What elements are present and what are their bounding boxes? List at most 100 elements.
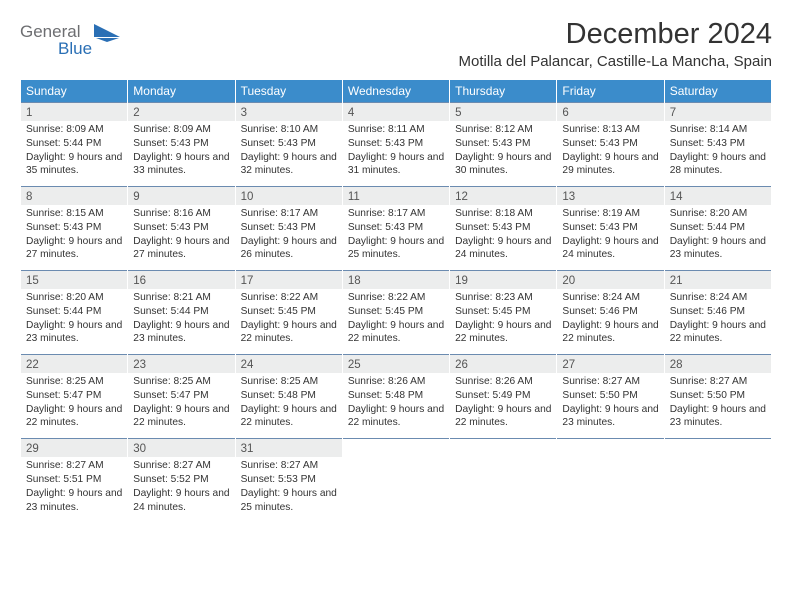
sunset-line: Sunset: 5:48 PM xyxy=(241,389,337,403)
calendar-page: General Blue December 2024 Motilla del P… xyxy=(0,0,792,522)
day-cell: Sunrise: 8:09 AMSunset: 5:44 PMDaylight:… xyxy=(21,121,127,186)
sunrise-line: Sunrise: 8:14 AM xyxy=(670,123,766,137)
empty-daynum xyxy=(665,438,771,457)
sunset-line: Sunset: 5:43 PM xyxy=(348,137,444,151)
sunrise-line: Sunrise: 8:27 AM xyxy=(133,459,229,473)
sunset-line: Sunset: 5:47 PM xyxy=(133,389,229,403)
day-cell: Sunrise: 8:27 AMSunset: 5:51 PMDaylight:… xyxy=(21,457,127,522)
title-block: December 2024 Motilla del Palancar, Cast… xyxy=(459,18,773,70)
weekday-header: Wednesday xyxy=(343,80,449,102)
svg-text:Blue: Blue xyxy=(58,39,92,58)
day-cell: Sunrise: 8:25 AMSunset: 5:48 PMDaylight:… xyxy=(236,373,342,438)
logo: General Blue xyxy=(20,18,130,66)
sunset-line: Sunset: 5:45 PM xyxy=(348,305,444,319)
daylight-line: Daylight: 9 hours and 22 minutes. xyxy=(670,319,766,347)
sunset-line: Sunset: 5:43 PM xyxy=(562,137,658,151)
sunrise-line: Sunrise: 8:11 AM xyxy=(348,123,444,137)
day-number: 15 xyxy=(21,270,127,289)
daybody-row: Sunrise: 8:25 AMSunset: 5:47 PMDaylight:… xyxy=(21,373,771,438)
calendar-header: SundayMondayTuesdayWednesdayThursdayFrid… xyxy=(21,80,771,102)
daylight-line: Daylight: 9 hours and 29 minutes. xyxy=(562,151,658,179)
sunset-line: Sunset: 5:51 PM xyxy=(26,473,122,487)
sunset-line: Sunset: 5:44 PM xyxy=(26,305,122,319)
sunrise-line: Sunrise: 8:09 AM xyxy=(26,123,122,137)
sunrise-line: Sunrise: 8:12 AM xyxy=(455,123,551,137)
day-number: 24 xyxy=(236,354,342,373)
day-cell: Sunrise: 8:14 AMSunset: 5:43 PMDaylight:… xyxy=(665,121,771,186)
sunset-line: Sunset: 5:44 PM xyxy=(133,305,229,319)
sunset-line: Sunset: 5:52 PM xyxy=(133,473,229,487)
month-title: December 2024 xyxy=(459,18,773,51)
weekday-header: Sunday xyxy=(21,80,127,102)
empty-daynum xyxy=(450,438,556,457)
daynum-row: 15161718192021 xyxy=(21,270,771,289)
daynum-row: 891011121314 xyxy=(21,186,771,205)
daylight-line: Daylight: 9 hours and 22 minutes. xyxy=(348,319,444,347)
sunrise-line: Sunrise: 8:26 AM xyxy=(455,375,551,389)
day-number: 16 xyxy=(128,270,234,289)
day-cell: Sunrise: 8:24 AMSunset: 5:46 PMDaylight:… xyxy=(665,289,771,354)
sunset-line: Sunset: 5:43 PM xyxy=(133,221,229,235)
daylight-line: Daylight: 9 hours and 23 minutes. xyxy=(562,403,658,431)
weekday-header: Saturday xyxy=(665,80,771,102)
day-number: 30 xyxy=(128,438,234,457)
sunrise-line: Sunrise: 8:27 AM xyxy=(241,459,337,473)
day-cell: Sunrise: 8:20 AMSunset: 5:44 PMDaylight:… xyxy=(21,289,127,354)
sunrise-line: Sunrise: 8:15 AM xyxy=(26,207,122,221)
sunrise-line: Sunrise: 8:25 AM xyxy=(26,375,122,389)
day-number: 1 xyxy=(21,102,127,121)
day-number: 10 xyxy=(236,186,342,205)
daylight-line: Daylight: 9 hours and 32 minutes. xyxy=(241,151,337,179)
sunrise-line: Sunrise: 8:18 AM xyxy=(455,207,551,221)
weekday-row: SundayMondayTuesdayWednesdayThursdayFrid… xyxy=(21,80,771,102)
sunset-line: Sunset: 5:43 PM xyxy=(562,221,658,235)
day-number: 27 xyxy=(557,354,663,373)
day-number: 21 xyxy=(665,270,771,289)
day-cell: Sunrise: 8:15 AMSunset: 5:43 PMDaylight:… xyxy=(21,205,127,270)
weekday-header: Friday xyxy=(557,80,663,102)
sunset-line: Sunset: 5:45 PM xyxy=(241,305,337,319)
day-cell: Sunrise: 8:26 AMSunset: 5:49 PMDaylight:… xyxy=(450,373,556,438)
sunrise-line: Sunrise: 8:20 AM xyxy=(670,207,766,221)
day-number: 18 xyxy=(343,270,449,289)
day-cell: Sunrise: 8:20 AMSunset: 5:44 PMDaylight:… xyxy=(665,205,771,270)
day-cell: Sunrise: 8:13 AMSunset: 5:43 PMDaylight:… xyxy=(557,121,663,186)
sunrise-line: Sunrise: 8:25 AM xyxy=(133,375,229,389)
day-number: 3 xyxy=(236,102,342,121)
weekday-header: Monday xyxy=(128,80,234,102)
daynum-row: 293031 xyxy=(21,438,771,457)
sunrise-line: Sunrise: 8:22 AM xyxy=(348,291,444,305)
daylight-line: Daylight: 9 hours and 24 minutes. xyxy=(562,235,658,263)
day-cell: Sunrise: 8:17 AMSunset: 5:43 PMDaylight:… xyxy=(343,205,449,270)
sunset-line: Sunset: 5:43 PM xyxy=(133,137,229,151)
day-number: 23 xyxy=(128,354,234,373)
day-cell: Sunrise: 8:11 AMSunset: 5:43 PMDaylight:… xyxy=(343,121,449,186)
daybody-row: Sunrise: 8:20 AMSunset: 5:44 PMDaylight:… xyxy=(21,289,771,354)
day-cell: Sunrise: 8:23 AMSunset: 5:45 PMDaylight:… xyxy=(450,289,556,354)
daylight-line: Daylight: 9 hours and 22 minutes. xyxy=(455,403,551,431)
daylight-line: Daylight: 9 hours and 22 minutes. xyxy=(241,319,337,347)
empty-cell xyxy=(343,457,449,522)
sunrise-line: Sunrise: 8:17 AM xyxy=(241,207,337,221)
empty-cell xyxy=(557,457,663,522)
day-cell: Sunrise: 8:21 AMSunset: 5:44 PMDaylight:… xyxy=(128,289,234,354)
calendar-table: SundayMondayTuesdayWednesdayThursdayFrid… xyxy=(20,80,772,522)
sunset-line: Sunset: 5:46 PM xyxy=(562,305,658,319)
sunset-line: Sunset: 5:49 PM xyxy=(455,389,551,403)
sunrise-line: Sunrise: 8:21 AM xyxy=(133,291,229,305)
calendar-body: 1234567Sunrise: 8:09 AMSunset: 5:44 PMDa… xyxy=(21,102,771,522)
day-cell: Sunrise: 8:22 AMSunset: 5:45 PMDaylight:… xyxy=(236,289,342,354)
day-number: 22 xyxy=(21,354,127,373)
day-number: 9 xyxy=(128,186,234,205)
sunset-line: Sunset: 5:43 PM xyxy=(26,221,122,235)
svg-text:General: General xyxy=(20,22,80,41)
day-number: 4 xyxy=(343,102,449,121)
day-cell: Sunrise: 8:10 AMSunset: 5:43 PMDaylight:… xyxy=(236,121,342,186)
day-number: 29 xyxy=(21,438,127,457)
sunrise-line: Sunrise: 8:27 AM xyxy=(26,459,122,473)
daylight-line: Daylight: 9 hours and 33 minutes. xyxy=(133,151,229,179)
day-cell: Sunrise: 8:27 AMSunset: 5:50 PMDaylight:… xyxy=(557,373,663,438)
header-row: General Blue December 2024 Motilla del P… xyxy=(20,18,772,70)
weekday-header: Tuesday xyxy=(236,80,342,102)
sunrise-line: Sunrise: 8:13 AM xyxy=(562,123,658,137)
